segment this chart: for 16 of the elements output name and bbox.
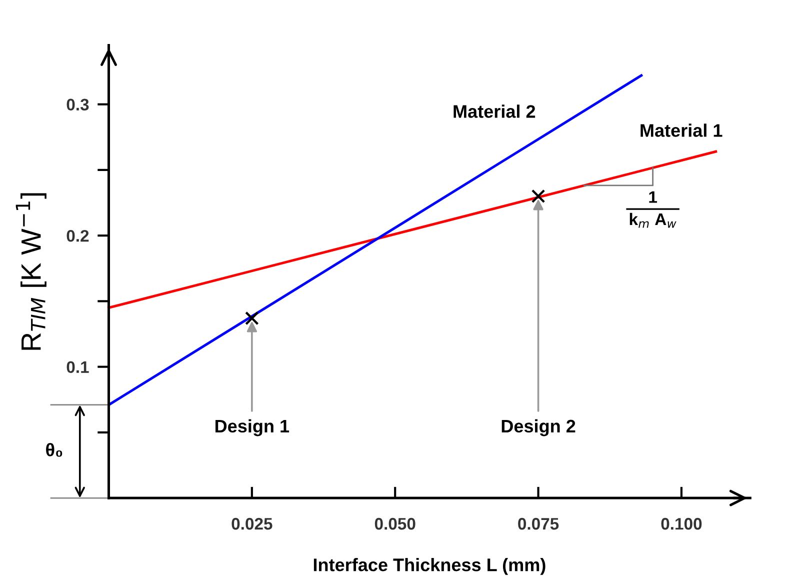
annotation: Design 2: [502, 419, 576, 436]
x-tick-label: 0.100: [661, 518, 702, 530]
annotation: Design 1: [216, 419, 290, 436]
y-tick-label: 0.3: [66, 98, 89, 111]
x-tick-label: 0.075: [518, 518, 559, 530]
text: θ₀: [46, 443, 62, 457]
x-tick-label: 0.050: [374, 518, 416, 530]
y-tick-label: 0.2: [66, 230, 89, 242]
annotation: k$_{m}$ A$_{w}$: [630, 212, 676, 228]
x-tick-label: 0.025: [232, 518, 272, 530]
x-axis-title: Interface Thickness L (mm): [314, 558, 546, 575]
series-label: Material 1: [640, 124, 722, 137]
series-label: Material 2: [454, 104, 536, 118]
y-tick-label: 0.1: [66, 361, 89, 374]
annotation: 1: [649, 191, 657, 203]
y-axis-title: R$_{TIM}$ [K W$^{−1}$]: [16, 193, 46, 350]
